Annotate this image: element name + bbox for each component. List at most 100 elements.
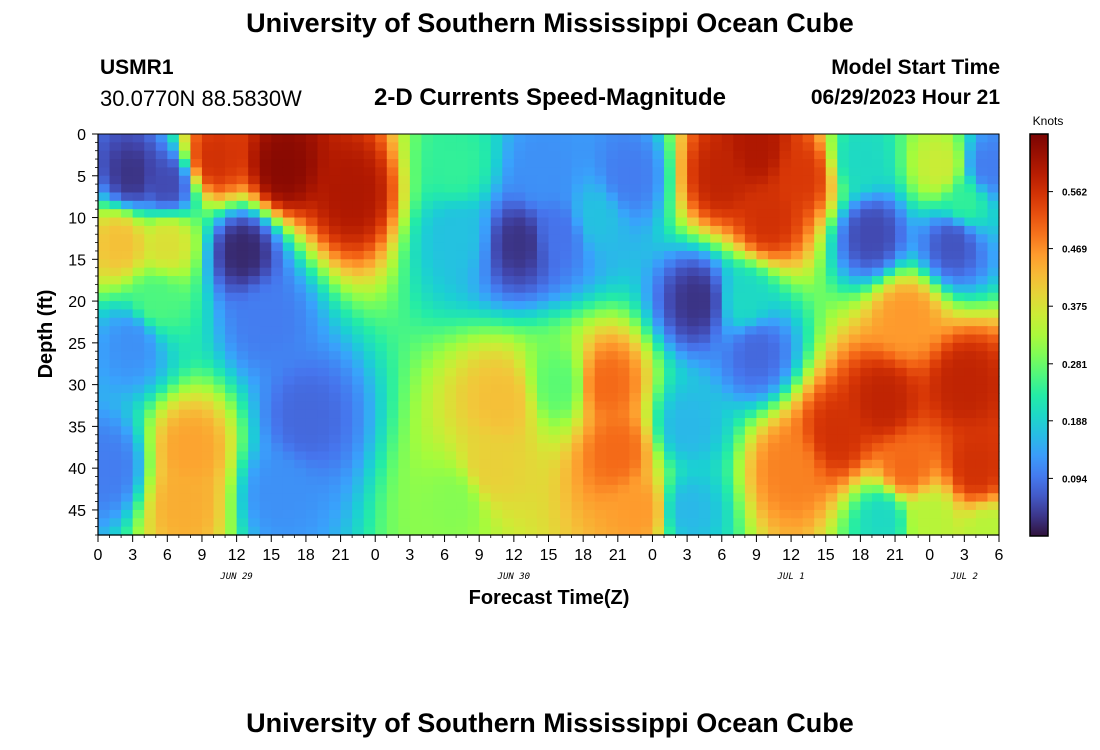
- heatmap-cell: [571, 225, 584, 235]
- heatmap-cell: [421, 326, 434, 336]
- heatmap-cell: [964, 468, 977, 478]
- heatmap-cell: [375, 217, 388, 227]
- heatmap-cell: [779, 209, 792, 219]
- heatmap-cell: [664, 392, 677, 402]
- heatmap-cell: [513, 284, 526, 294]
- heatmap-cell: [895, 292, 908, 302]
- heatmap-cell: [571, 259, 584, 269]
- heatmap-cell: [664, 359, 677, 369]
- heatmap-cell: [987, 175, 1000, 185]
- heatmap-cell: [132, 259, 145, 269]
- heatmap-cell: [687, 134, 700, 143]
- heatmap-cell: [479, 267, 492, 277]
- heatmap-cell: [964, 434, 977, 444]
- heatmap-cell: [502, 267, 515, 277]
- heatmap-cell: [825, 484, 838, 494]
- heatmap-cell: [814, 217, 827, 227]
- heatmap-cell: [871, 234, 885, 244]
- heatmap-cell: [871, 501, 885, 511]
- heatmap-cell: [167, 242, 180, 252]
- heatmap-cell: [987, 159, 1000, 169]
- heatmap-cell: [132, 175, 145, 185]
- heatmap-cell: [918, 259, 931, 269]
- heatmap-cell: [282, 526, 295, 536]
- heatmap-cell: [952, 267, 965, 277]
- heatmap-cell: [121, 276, 134, 285]
- heatmap-cell: [490, 434, 503, 444]
- heatmap-cell: [282, 284, 295, 294]
- heatmap-cell: [606, 259, 619, 269]
- heatmap-cell: [860, 309, 873, 319]
- heatmap-cell: [733, 242, 746, 252]
- heatmap-cell: [860, 276, 873, 285]
- heatmap-cell: [825, 225, 838, 235]
- heatmap-cell: [456, 359, 469, 369]
- heatmap-cell: [744, 451, 758, 461]
- heatmap-cell: [363, 409, 376, 419]
- heatmap-cell: [756, 301, 769, 311]
- heatmap-cell: [432, 317, 446, 327]
- heatmap-cell: [652, 301, 665, 311]
- heatmap-cell: [918, 334, 931, 344]
- heatmap-cell: [375, 175, 388, 185]
- heatmap-cell: [213, 334, 226, 344]
- heatmap-cell: [802, 501, 815, 511]
- heatmap-cell: [375, 376, 388, 386]
- heatmap-cell: [791, 401, 804, 411]
- heatmap-cell: [456, 518, 469, 528]
- heatmap-cell: [144, 192, 157, 202]
- heatmap-cell: [155, 367, 168, 377]
- heatmap-cell: [479, 234, 492, 244]
- heatmap-cell: [479, 468, 492, 478]
- heatmap-cell: [560, 184, 573, 194]
- heatmap-cell: [340, 142, 353, 152]
- heatmap-cell: [513, 134, 526, 143]
- heatmap-cell: [906, 200, 919, 210]
- heatmap-cell: [594, 426, 607, 436]
- heatmap-cell: [444, 284, 457, 294]
- heatmap-cell: [675, 501, 688, 511]
- heatmap-cell: [98, 309, 111, 319]
- heatmap-cell: [687, 376, 700, 386]
- heatmap-cell: [490, 259, 503, 269]
- heatmap-cell: [710, 501, 723, 511]
- heatmap-cell: [525, 209, 538, 219]
- heatmap-cell: [190, 367, 203, 377]
- heatmap-cell: [941, 342, 954, 352]
- heatmap-cell: [421, 401, 434, 411]
- heatmap-cell: [363, 501, 376, 511]
- heatmap-cell: [132, 426, 145, 436]
- heatmap-cell: [236, 376, 249, 386]
- heatmap-cell: [375, 351, 388, 361]
- heatmap-cell: [444, 234, 457, 244]
- heatmap-cell: [698, 167, 711, 177]
- heatmap-cell: [271, 184, 284, 194]
- heatmap-cell: [294, 484, 307, 494]
- heatmap-cell: [525, 309, 538, 319]
- heatmap-cell: [236, 134, 249, 143]
- heatmap-cell: [710, 284, 723, 294]
- heatmap-cell: [825, 184, 838, 194]
- heatmap-cell: [155, 175, 168, 185]
- heatmap-cell: [895, 326, 908, 336]
- heatmap-cell: [363, 217, 376, 227]
- heatmap-cell: [744, 267, 758, 277]
- heatmap-cell: [536, 267, 550, 277]
- heatmap-cell: [629, 217, 642, 227]
- heatmap-cell: [352, 234, 365, 244]
- heatmap-cell: [375, 468, 388, 478]
- y-tick-label: 0: [77, 127, 86, 144]
- heatmap-cell: [629, 267, 642, 277]
- heatmap-cell: [536, 309, 550, 319]
- heatmap-cell: [109, 301, 122, 311]
- heatmap-cell: [744, 167, 758, 177]
- heatmap-cell: [329, 484, 342, 494]
- heatmap-cell: [779, 317, 792, 327]
- heatmap-cell: [490, 134, 503, 143]
- heatmap-cell: [744, 392, 758, 402]
- heatmap-cell: [155, 209, 168, 219]
- heatmap-cell: [456, 484, 469, 494]
- heatmap-cell: [502, 301, 515, 311]
- heatmap-cell: [340, 334, 353, 344]
